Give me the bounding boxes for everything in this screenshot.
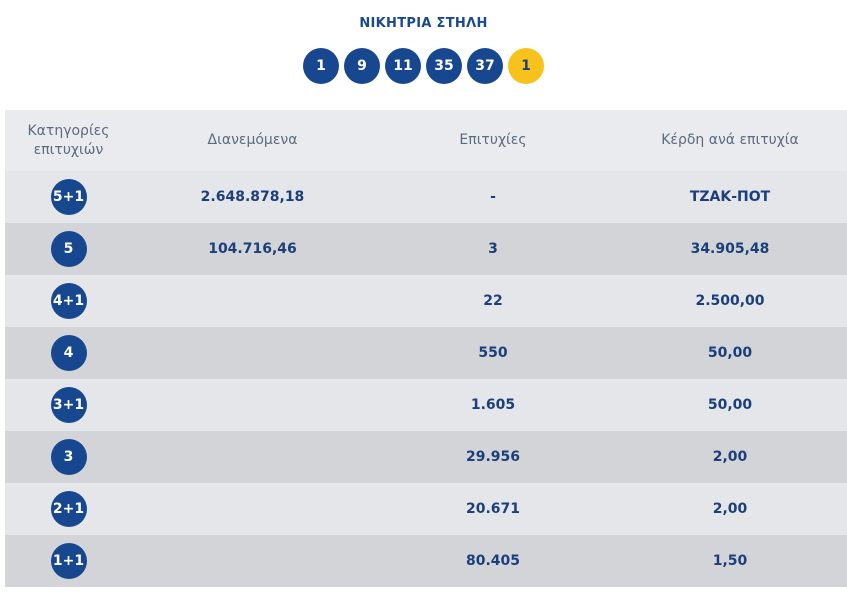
winners-value: 22 (483, 293, 503, 309)
header-category: Κατηγορίες επιτυχιών (5, 122, 132, 160)
prize-value: 1,50 (712, 553, 748, 569)
category-badge: 1+1 (50, 543, 87, 579)
header-distributed: Διανεμόμενα (207, 132, 298, 148)
winners-value: 20.671 (465, 501, 521, 517)
category-badge: 3 (50, 439, 87, 475)
winners-value: - (490, 189, 496, 205)
number-ball: 1 (303, 48, 339, 84)
table-row: 3 29.956 2,00 (5, 431, 847, 483)
distributed-value: 104.716,46 (208, 241, 297, 257)
category-badge: 5+1 (50, 179, 87, 215)
table-row: 3+1 1.605 50,00 (5, 379, 847, 431)
category-badge: 2+1 (50, 491, 87, 527)
prize-value: 34.905,48 (690, 241, 770, 257)
number-ball: 11 (385, 48, 421, 84)
header-prize: Κέρδη ανά επιτυχία (661, 132, 799, 148)
winners-value: 3 (488, 241, 498, 257)
prize-table: Κατηγορίες επιτυχιών Διανεμόμενα Επιτυχί… (5, 110, 847, 587)
header-category-line1: Κατηγορίες (27, 122, 110, 139)
number-ball: 9 (344, 48, 380, 84)
category-badge: 5 (50, 231, 87, 267)
table-row: 4+1 22 2.500,00 (5, 275, 847, 327)
table-row: 4 550 50,00 (5, 327, 847, 379)
table-header: Κατηγορίες επιτυχιών Διανεμόμενα Επιτυχί… (5, 110, 847, 171)
number-ball: 35 (426, 48, 462, 84)
header-category-line2: επιτυχιών (33, 141, 104, 158)
winners-value: 80.405 (465, 553, 521, 569)
winners-value: 550 (478, 345, 508, 361)
category-badge: 3+1 (50, 387, 87, 423)
category-badge: 4+1 (50, 283, 87, 319)
prize-value: 2,00 (712, 449, 748, 465)
header-winners: Επιτυχίες (459, 132, 527, 148)
category-badge: 4 (50, 335, 87, 371)
bonus-ball: 1 (508, 48, 544, 84)
prize-value: 50,00 (707, 345, 753, 361)
table-row: 2+1 20.671 2,00 (5, 483, 847, 535)
table-row: 1+1 80.405 1,50 (5, 535, 847, 587)
table-row: 5+1 2.648.878,18 - ΤΖΑΚ-ΠΟΤ (5, 171, 847, 223)
prize-value: ΤΖΑΚ-ΠΟΤ (689, 189, 771, 205)
table-row: 5 104.716,46 3 34.905,48 (5, 223, 847, 275)
winners-value: 29.956 (465, 449, 521, 465)
prize-value: 2,00 (712, 501, 748, 517)
winning-column-title: ΝΙΚΗΤΡΙΑ ΣΤΗΛΗ (359, 16, 488, 31)
prize-value: 50,00 (707, 397, 753, 413)
distributed-value: 2.648.878,18 (200, 189, 305, 205)
number-ball: 37 (467, 48, 503, 84)
winners-value: 1.605 (470, 397, 516, 413)
winning-numbers: 1 9 11 35 37 1 (0, 48, 847, 84)
prize-value: 2.500,00 (695, 293, 765, 309)
